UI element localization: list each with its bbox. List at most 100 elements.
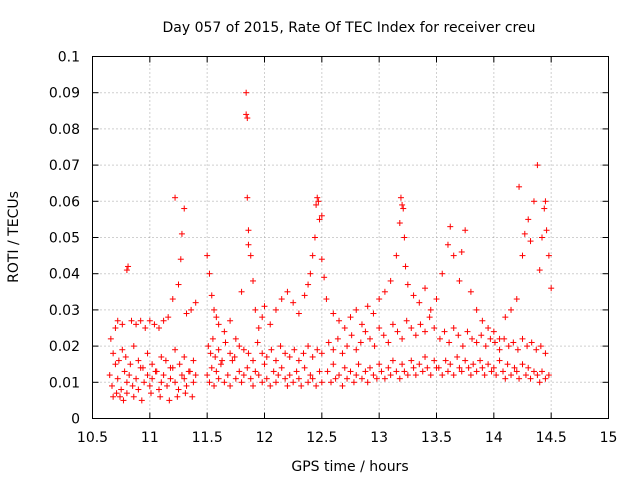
data-point — [470, 361, 477, 368]
data-point — [112, 361, 119, 368]
data-point — [422, 328, 429, 335]
data-point — [339, 350, 346, 357]
data-point — [149, 375, 156, 382]
x-tick-label: 13.5 — [421, 430, 452, 446]
data-point — [309, 375, 316, 382]
data-point — [473, 306, 480, 313]
data-point — [244, 115, 251, 122]
data-point — [141, 379, 148, 386]
data-point — [146, 382, 153, 389]
data-point — [416, 299, 423, 306]
data-point — [393, 368, 400, 375]
data-point — [151, 321, 158, 328]
x-tick-label: 13 — [370, 430, 388, 446]
data-point — [467, 288, 474, 295]
data-point — [521, 230, 528, 237]
data-point — [410, 364, 417, 371]
data-point — [156, 325, 163, 331]
data-point — [167, 375, 174, 382]
data-point — [305, 343, 312, 350]
data-point — [263, 353, 270, 360]
data-point — [473, 339, 480, 346]
data-point — [491, 339, 498, 346]
data-point — [444, 241, 451, 248]
data-point — [185, 368, 192, 375]
data-point — [272, 379, 279, 386]
data-point — [364, 379, 371, 386]
data-point — [412, 372, 419, 379]
data-point — [328, 379, 335, 386]
data-point — [334, 335, 341, 342]
data-points — [106, 89, 555, 404]
data-point — [459, 343, 466, 350]
y-tick-label: 0.06 — [49, 194, 80, 210]
data-point — [316, 216, 323, 223]
data-point — [263, 375, 270, 382]
data-point — [380, 332, 387, 339]
data-point — [215, 321, 222, 328]
data-point — [410, 292, 417, 299]
data-point — [123, 267, 130, 274]
data-point — [481, 372, 488, 379]
data-point — [113, 390, 120, 397]
data-point — [542, 375, 549, 382]
data-point — [357, 339, 364, 346]
data-point — [543, 227, 550, 234]
data-point — [508, 372, 515, 379]
data-point — [538, 368, 545, 375]
data-point — [162, 357, 169, 364]
chart-title: Day 057 of 2015, Rate Of TEC Index for r… — [162, 20, 535, 36]
data-point — [135, 386, 142, 393]
data-point — [458, 248, 465, 255]
data-point — [389, 357, 396, 364]
data-point — [252, 368, 259, 375]
data-point — [149, 361, 156, 368]
data-point — [301, 364, 308, 371]
y-tick-label: 0.08 — [49, 122, 80, 138]
data-point — [127, 361, 134, 368]
data-point — [350, 379, 357, 386]
data-point — [301, 292, 308, 299]
data-point — [255, 325, 262, 331]
data-point — [290, 299, 297, 306]
data-point — [219, 357, 226, 364]
y-tick-label: 0.04 — [49, 267, 80, 283]
data-point — [247, 252, 254, 259]
data-point — [431, 357, 438, 364]
data-point — [502, 314, 509, 321]
data-point — [318, 379, 325, 386]
data-point — [231, 353, 238, 360]
data-point — [188, 306, 195, 313]
data-point — [130, 343, 137, 350]
data-point — [403, 317, 410, 324]
data-point — [270, 368, 277, 375]
data-point — [221, 328, 228, 335]
data-point — [147, 390, 154, 397]
data-point — [450, 372, 457, 379]
data-point — [209, 335, 216, 342]
data-point — [215, 375, 222, 382]
data-point — [482, 343, 489, 350]
data-point — [129, 382, 136, 389]
data-point — [441, 328, 448, 335]
data-point — [144, 350, 151, 357]
data-point — [404, 372, 411, 379]
data-point — [293, 368, 300, 375]
data-point — [427, 372, 434, 379]
data-point — [213, 368, 220, 375]
data-point — [243, 111, 250, 118]
data-point — [121, 368, 128, 375]
data-point — [381, 375, 388, 382]
data-point — [447, 223, 454, 230]
data-point — [396, 375, 403, 382]
data-point — [112, 325, 119, 331]
data-point — [519, 361, 526, 368]
data-point — [284, 288, 291, 295]
data-point — [295, 357, 302, 364]
data-point — [250, 382, 257, 389]
data-point — [536, 267, 543, 274]
data-point — [538, 234, 545, 241]
data-point — [439, 372, 446, 379]
data-point — [252, 306, 259, 313]
